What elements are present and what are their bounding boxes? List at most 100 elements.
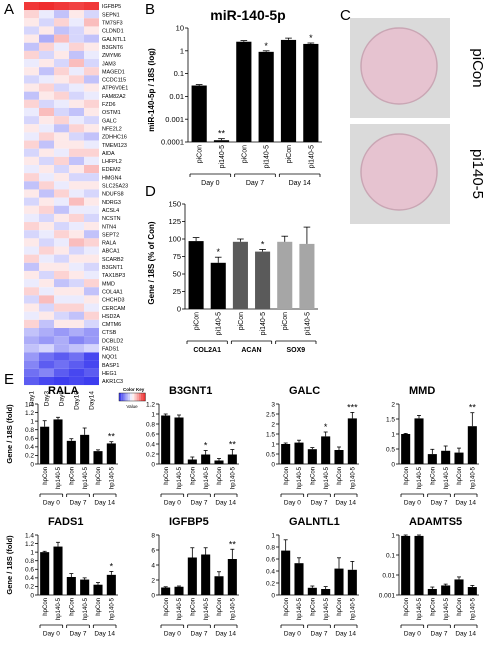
y-tick-label: 0.01 — [169, 92, 184, 101]
heatmap-cell — [54, 213, 69, 223]
heatmap-gene-label: ZDHHC16 — [102, 135, 127, 141]
heatmap-gene-label: CTSB — [102, 330, 117, 336]
y-tick-label: 1 — [271, 441, 275, 448]
heatmap-gene-label: GALNTL1 — [102, 37, 126, 43]
heatmap-cell — [54, 205, 69, 214]
heatmap-cell — [69, 295, 84, 304]
category-label: hp140-5 — [417, 466, 423, 489]
y-tick-label: 3 — [271, 401, 275, 408]
significance-mark: * — [261, 240, 265, 250]
heatmap-cell — [54, 189, 69, 198]
heatmap-day-label: Day3 — [44, 391, 51, 407]
heatmap-day-label: Day6 — [59, 391, 66, 407]
heatmap-cell — [39, 319, 54, 328]
heatmap-cell — [69, 328, 84, 337]
heatmap-cell — [84, 279, 99, 288]
heatmap-cell — [24, 116, 39, 125]
heatmap-gene-label: IGFBP5 — [102, 4, 121, 10]
heatmap-cell — [39, 2, 54, 11]
y-tick-label: 1.2 — [25, 541, 34, 548]
y-tick-label: 25 — [173, 287, 181, 296]
bar — [294, 442, 304, 464]
y-tick-label: 0.0001 — [161, 138, 184, 147]
heatmap-cell — [84, 26, 99, 35]
bar — [80, 434, 90, 464]
heatmap-cell — [54, 2, 69, 11]
bar — [454, 452, 464, 464]
heatmap-cell — [84, 75, 99, 84]
category-label: hp140-5 — [109, 466, 115, 489]
heatmap-cell — [24, 59, 39, 68]
gene-chart-title: B3GNT1 — [169, 385, 212, 397]
heatmap-cell — [69, 319, 84, 328]
y-tick-label: 0 — [151, 592, 155, 599]
bar — [277, 241, 293, 309]
group-label: Day 0 — [404, 631, 421, 638]
heatmap-cell — [39, 360, 54, 369]
heatmap-cell — [24, 83, 39, 92]
heatmap-gene-label: NFE2L2 — [102, 126, 122, 132]
dish-label-picon: piCon — [469, 48, 486, 87]
gene-chart-mmd: MMD 2 1.5 1 0.5 0 hpCon hp140-5 hpCon hp140-5 hpCo… — [386, 385, 479, 507]
y-tick-label: 125 — [168, 217, 181, 226]
heatmap-gene-label: FZD6 — [102, 102, 115, 108]
color-key-swatch — [121, 393, 124, 401]
bar — [66, 440, 76, 464]
heatmap-gene-label: RALA — [102, 241, 116, 247]
category-label: hp140-5 — [470, 466, 476, 489]
dish-label-pi140-5: pi140-5 — [469, 149, 486, 199]
heatmap-cell — [54, 148, 69, 157]
heatmap-cell — [54, 75, 69, 84]
heatmap-cell — [69, 156, 84, 165]
heatmap-cell — [39, 197, 54, 206]
bar — [427, 454, 437, 464]
heatmap-cell — [24, 222, 39, 231]
bar — [174, 417, 184, 464]
heatmap-gene-label: DCBLD2 — [102, 338, 123, 344]
category-label: hp140-5 — [350, 466, 356, 489]
significance-mark: * — [204, 441, 208, 451]
heatmap-cell — [54, 368, 69, 377]
significance-mark: * — [309, 33, 313, 43]
heatmap-cell — [54, 91, 69, 100]
y-tick-label: 0 — [391, 461, 395, 468]
y-tick-label: 10 — [176, 24, 184, 33]
category-label: hpCon — [404, 598, 410, 616]
heatmap-gene-label: SLC25A23 — [102, 184, 128, 190]
heatmap-cell — [84, 42, 99, 51]
gene-chart-b3gnt1: B3GNT1 1.2 1 0.8 0.6 0.4 0.2 0 hpCon hp140-5 hpCon… — [146, 385, 239, 507]
heatmap-cell — [69, 59, 84, 68]
heatmap-gene-label: MAGED1 — [102, 69, 125, 75]
heatmap-cell — [69, 124, 84, 133]
significance-mark: ** — [229, 440, 237, 450]
heatmap-cell — [69, 213, 84, 223]
heatmap-cell — [84, 254, 99, 263]
group-label: COL2A1 — [193, 347, 221, 354]
gene-fold-y-axis-label: Gene / 18S (fold) — [5, 404, 14, 464]
group-label: Day 14 — [455, 631, 476, 638]
heatmap-cell — [84, 262, 99, 271]
heatmap-gene-label: AIDA — [102, 151, 115, 157]
heatmap-gene-label: COL4A1 — [102, 289, 123, 295]
bar — [467, 426, 477, 464]
group-label: Day 14 — [215, 500, 236, 507]
bar — [227, 454, 237, 464]
heatmap-gene-label: HEG1 — [102, 371, 117, 377]
heatmap-cell — [84, 295, 99, 304]
group-label: Day 0 — [284, 500, 301, 507]
heatmap-cell — [69, 91, 84, 100]
bar — [214, 576, 224, 595]
group-label: Day 14 — [335, 631, 356, 638]
panel-letter-d: D — [145, 183, 156, 200]
heatmap-cell — [54, 124, 69, 133]
category-label: pi140-5 — [216, 312, 223, 335]
y-tick-label: 0.5 — [386, 446, 395, 453]
heatmap-cell — [84, 18, 99, 27]
category-label: hpCon — [217, 598, 223, 616]
significance-mark: ** — [218, 129, 226, 139]
category-label: hp140-5 — [56, 597, 62, 620]
category-label: hpCon — [190, 467, 196, 485]
y-tick-label: 0 — [30, 592, 34, 599]
color-key-frame — [118, 392, 146, 402]
bar — [93, 584, 103, 595]
